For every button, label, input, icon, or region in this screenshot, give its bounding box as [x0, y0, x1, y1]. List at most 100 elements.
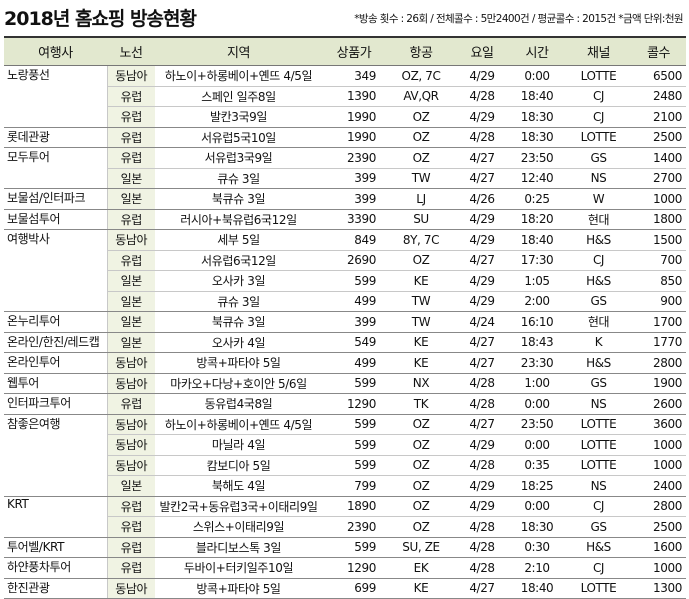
calls-cell: 1800 — [631, 209, 686, 230]
calls-cell: 2500 — [631, 516, 686, 538]
calls-cell: 1000 — [631, 188, 686, 210]
table-row: 일본 큐슈 3일 399 TW 4/27 12:40 NS 2700 — [4, 168, 686, 189]
airline-cell: KE — [386, 270, 456, 292]
price-cell: 3390 — [322, 209, 386, 230]
route-cell: 유럽 — [107, 106, 155, 128]
region-cell: 세부 5일 — [155, 229, 322, 251]
calls-cell: 2480 — [631, 86, 686, 107]
region-cell: 큐슈 3일 — [155, 291, 322, 312]
time-cell: 23:50 — [508, 414, 566, 435]
table-row: 온라인투어 동남아 방콕+파타야 5일 499 KE 4/27 23:30 H&S 2800 — [4, 352, 686, 374]
time-cell: 23:50 — [508, 147, 566, 169]
date-cell: 4/28 — [456, 557, 508, 579]
calls-cell: 2100 — [631, 106, 686, 128]
region-cell: 오사카 3일 — [155, 270, 322, 292]
time-cell: 0:00 — [508, 393, 566, 415]
price-cell: 499 — [322, 291, 386, 312]
region-cell: 큐슈 3일 — [155, 168, 322, 189]
time-cell: 1:05 — [508, 270, 566, 292]
route-cell: 동남아 — [107, 414, 155, 435]
table-row: 유럽 스페인 일주8일 1390 AV,QR 4/28 18:40 CJ 2480 — [4, 86, 686, 107]
time-cell: 18:40 — [508, 578, 566, 599]
calls-cell: 6500 — [631, 65, 686, 87]
channel-cell: LOTTE — [566, 127, 631, 148]
route-cell: 유럽 — [107, 147, 155, 169]
route-cell: 일본 — [107, 188, 155, 210]
channel-cell: GS — [566, 516, 631, 538]
table-row: 투어벨/KRT 유럽 블라디보스톡 3일 599 SU, ZE 4/28 0:30 H&S 16… — [4, 537, 686, 558]
time-cell: 0:00 — [508, 65, 566, 87]
channel-cell: 현대 — [566, 209, 631, 230]
date-cell: 4/29 — [456, 475, 508, 497]
region-cell: 스위스+이태리9일 — [155, 516, 322, 538]
region-cell: 방콕+파타야 5일 — [155, 352, 322, 374]
company-cell: 온라인/한진/레드캡 — [4, 332, 108, 353]
time-cell: 18:40 — [508, 229, 566, 251]
calls-cell: 1300 — [631, 578, 686, 599]
price-cell: 349 — [322, 65, 386, 87]
channel-cell: W — [566, 188, 631, 210]
channel-cell: CJ — [566, 496, 631, 517]
route-cell: 동남아 — [107, 352, 155, 374]
airline-cell: SU — [386, 209, 456, 230]
date-cell: 4/27 — [456, 250, 508, 271]
date-cell: 4/29 — [456, 106, 508, 128]
channel-cell: CJ — [566, 557, 631, 579]
table-row: 동남아 마닐라 4일 599 OZ 4/29 0:00 LOTTE 1000 — [4, 434, 686, 456]
region-cell: 캄보디아 5일 — [155, 455, 322, 476]
region-cell: 북해도 4일 — [155, 475, 322, 497]
region-cell: 오사카 4일 — [155, 332, 322, 353]
calls-cell: 3600 — [631, 414, 686, 435]
route-cell: 일본 — [107, 291, 155, 312]
company-cell: 롯데관광 — [4, 127, 108, 148]
price-cell: 1290 — [322, 393, 386, 415]
price-cell: 599 — [322, 537, 386, 558]
route-cell: 유럽 — [107, 209, 155, 230]
company-cell: 하얀풍차투어 — [4, 557, 108, 579]
table-row: 여행박사 동남아 세부 5일 849 8Y, 7C 4/29 18:40 H&S 1500 — [4, 229, 686, 312]
calls-cell: 1600 — [631, 537, 686, 558]
airline-cell: OZ — [386, 475, 456, 497]
price-cell: 549 — [322, 332, 386, 353]
route-cell: 동남아 — [107, 65, 155, 87]
channel-cell: LOTTE — [566, 455, 631, 476]
region-cell: 스페인 일주8일 — [155, 86, 322, 107]
calls-cell: 850 — [631, 270, 686, 292]
airline-cell: 8Y, 7C — [386, 229, 456, 251]
airline-cell: OZ — [386, 250, 456, 271]
route-cell: 동남아 — [107, 578, 155, 599]
time-cell: 0:30 — [508, 537, 566, 558]
airline-cell: OZ — [386, 414, 456, 435]
company-cell: 온라인투어 — [4, 352, 108, 374]
airline-cell: OZ — [386, 106, 456, 128]
airline-cell: OZ — [386, 516, 456, 538]
time-cell: 0:00 — [508, 496, 566, 517]
table-row: 일본 큐슈 3일 499 TW 4/29 2:00 GS 900 — [4, 291, 686, 312]
time-cell: 0:35 — [508, 455, 566, 476]
time-cell: 0:00 — [508, 434, 566, 456]
table-row: KRT 유럽 발칸2국+동유럽3국+이태리9일 1890 OZ 4/29 0:00 CJ 280… — [4, 496, 686, 538]
price-cell: 799 — [322, 475, 386, 497]
time-cell: 12:40 — [508, 168, 566, 189]
price-cell: 599 — [322, 434, 386, 456]
calls-cell: 700 — [631, 250, 686, 271]
airline-cell: KE — [386, 332, 456, 353]
table-row: 하얀풍차투어 유럽 두바이+터키일주10일 1290 EK 4/28 2:10 CJ 1000 — [4, 557, 686, 579]
route-cell: 일본 — [107, 475, 155, 497]
price-cell: 1390 — [322, 86, 386, 107]
table-row: 보물섬/인터파크 일본 북큐슈 3일 399 LJ 4/26 0:25 W 1000 — [4, 188, 686, 210]
table-row: 일본 오사카 3일 599 KE 4/29 1:05 H&S 850 — [4, 270, 686, 292]
company-cell: 인터파크투어 — [4, 393, 108, 415]
region-cell: 하노이+하롱베이+옌뜨 4/5일 — [155, 65, 322, 87]
region-cell: 서유럽6국12일 — [155, 250, 322, 271]
airline-cell: AV,QR — [386, 86, 456, 107]
company-cell: 온누리투어 — [4, 311, 108, 333]
airline-cell: TW — [386, 311, 456, 333]
calls-cell: 1900 — [631, 373, 686, 394]
region-cell: 북큐슈 3일 — [155, 311, 322, 333]
time-cell: 18:40 — [508, 86, 566, 107]
region-cell: 발칸3국9일 — [155, 106, 322, 128]
table-row: 롯데관광 유럽 서유럽5국10일 1990 OZ 4/28 18:30 LOTTE 2500 — [4, 127, 686, 148]
region-cell: 러시아+북유럽6국12일 — [155, 209, 322, 230]
channel-cell: GS — [566, 147, 631, 169]
